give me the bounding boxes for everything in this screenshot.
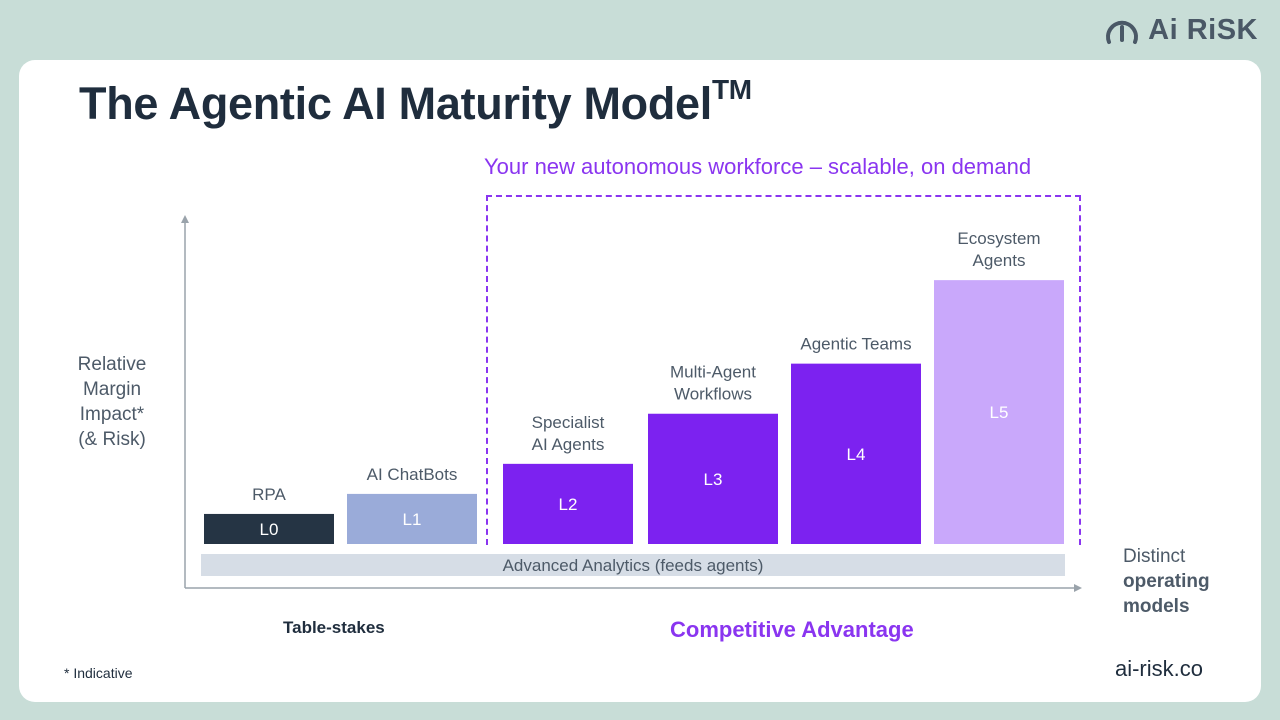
competitive-advantage-label: Competitive Advantage bbox=[670, 617, 914, 642]
bar-l0 bbox=[204, 513, 334, 544]
brand-name: Ai RiSK bbox=[1148, 14, 1258, 46]
bar-name-label: AI ChatBots bbox=[367, 465, 458, 484]
page-title: The Agentic AI Maturity ModelTM bbox=[79, 74, 752, 130]
website-link[interactable]: ai-risk.co bbox=[1114, 656, 1203, 681]
table-stakes-label: Table-stakes bbox=[283, 618, 385, 637]
x-axis-arrow-icon bbox=[1074, 584, 1082, 592]
y-axis-label-line: Relative bbox=[77, 354, 147, 375]
bar-name-label: Ecosystem bbox=[957, 229, 1040, 248]
x-axis-label: Distinct operating models bbox=[1123, 544, 1210, 619]
bar-l1 bbox=[347, 493, 477, 544]
trademark-mark: TM bbox=[712, 74, 752, 105]
bar-name-label: AI Agents bbox=[532, 435, 605, 454]
y-axis-label-line: (& Risk) bbox=[78, 429, 146, 450]
bar-level-label: L3 bbox=[704, 470, 723, 489]
y-axis-label-line: Impact* bbox=[79, 404, 145, 425]
footnote: * Indicative bbox=[64, 665, 133, 681]
bar-name-label: Specialist bbox=[532, 413, 605, 432]
bar-l3 bbox=[648, 413, 778, 544]
x-axis-label-bold: models bbox=[1123, 596, 1190, 617]
bar-name-label: Agents bbox=[973, 251, 1026, 270]
bar-l5 bbox=[934, 280, 1064, 544]
bar-l4 bbox=[791, 363, 921, 544]
x-axis-label-line: Distinct bbox=[1123, 546, 1186, 567]
x-axis-label-bold: operating bbox=[1123, 571, 1210, 592]
y-axis-label-line: Margin bbox=[82, 379, 142, 400]
bar-name-label: RPA bbox=[252, 485, 286, 504]
bar-name-label: Workflows bbox=[674, 385, 752, 404]
slide-card: The Agentic AI Maturity ModelTM Your new… bbox=[19, 60, 1261, 702]
analytics-band-label: Advanced Analytics (feeds agents) bbox=[503, 556, 764, 575]
maturity-chart: Advanced Analytics (feeds agents) L0 RPA L1… bbox=[181, 215, 1082, 592]
y-axis-label: Relative Margin Impact* (& Risk) bbox=[67, 352, 157, 452]
autonomous-workforce-bracket bbox=[486, 195, 1081, 545]
bar-name-label: Agentic Teams bbox=[800, 335, 911, 354]
bar-level-label: L2 bbox=[559, 495, 578, 514]
bar-level-label: L4 bbox=[847, 445, 866, 464]
autonomous-workforce-subtitle: Your new autonomous workforce – scalable… bbox=[484, 154, 1032, 179]
bar-l2 bbox=[503, 463, 633, 544]
title-text: The Agentic AI Maturity Model bbox=[79, 78, 712, 129]
bar-level-label: L0 bbox=[260, 520, 279, 539]
y-axis-arrow-icon bbox=[181, 215, 189, 223]
analytics-band bbox=[201, 554, 1065, 576]
gauge-icon bbox=[1106, 20, 1139, 44]
bar-level-label: L5 bbox=[990, 403, 1009, 422]
bar-level-label: L1 bbox=[403, 510, 422, 529]
brand-logo: Ai RiSK bbox=[1104, 14, 1258, 47]
bar-name-label: Multi-Agent bbox=[670, 363, 756, 382]
